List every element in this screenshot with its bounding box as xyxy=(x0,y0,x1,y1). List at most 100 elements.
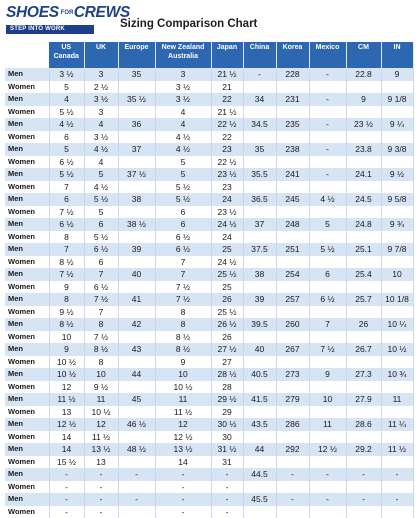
size-cell: 13 xyxy=(84,456,118,469)
size-cell xyxy=(309,156,346,169)
row-label: Men xyxy=(5,93,49,106)
size-cell: 37.5 xyxy=(243,243,276,256)
size-cell: - xyxy=(276,493,309,506)
size-cell: 30 xyxy=(211,431,243,444)
row-label: Men xyxy=(5,268,49,281)
size-cell: - xyxy=(84,468,118,481)
size-cell: 28.6 xyxy=(346,418,381,431)
size-cell: 38 xyxy=(118,193,155,206)
size-cell: - xyxy=(309,468,346,481)
size-cell xyxy=(276,181,309,194)
size-cell: 238 xyxy=(276,143,309,156)
size-cell: 24.1 xyxy=(346,168,381,181)
size-cell: 22.8 xyxy=(346,68,381,81)
row-label: Women xyxy=(5,281,49,294)
header-corner xyxy=(5,42,49,68)
size-cell xyxy=(276,231,309,244)
size-cell: 6 ½ xyxy=(309,293,346,306)
size-cell xyxy=(309,381,346,394)
size-cell: 11 ½ xyxy=(381,443,413,456)
size-cell: 10 xyxy=(381,268,413,281)
size-cell: 29 xyxy=(211,406,243,419)
size-cell xyxy=(381,331,413,344)
size-cell: 8 ½ xyxy=(84,343,118,356)
size-cell xyxy=(309,106,346,119)
size-cell xyxy=(118,206,155,219)
size-cell: 11 ¼ xyxy=(381,418,413,431)
size-cell: 7 xyxy=(84,268,118,281)
size-cell xyxy=(309,406,346,419)
size-cell: 7 xyxy=(49,181,84,194)
logo-wordmark: SHOES FOR CREWS xyxy=(6,3,110,23)
size-cell: 5 ½ xyxy=(155,181,211,194)
size-cell: 41.5 xyxy=(243,393,276,406)
size-cell: 4 xyxy=(84,156,118,169)
size-cell: 5 xyxy=(155,168,211,181)
size-cell: 4 ½ xyxy=(49,118,84,131)
size-cell xyxy=(118,331,155,344)
size-cell: 248 xyxy=(276,218,309,231)
size-cell: 5 xyxy=(49,143,84,156)
size-cell: 41 xyxy=(118,293,155,306)
row-label: Men xyxy=(5,243,49,256)
size-cell xyxy=(243,106,276,119)
size-cell: 36.5 xyxy=(243,193,276,206)
size-cell xyxy=(381,181,413,194)
row-label: Men xyxy=(5,143,49,156)
size-cell xyxy=(309,131,346,144)
size-cell xyxy=(381,456,413,469)
size-cell: - xyxy=(211,506,243,518)
row-label: Women xyxy=(5,406,49,419)
size-cell: 3 ½ xyxy=(84,93,118,106)
size-cell: 286 xyxy=(276,418,309,431)
logo-for: FOR xyxy=(61,10,73,16)
size-cell: - xyxy=(84,493,118,506)
page-title: Sizing Comparison Chart xyxy=(120,18,257,30)
size-cell: - xyxy=(118,493,155,506)
size-cell: - xyxy=(276,468,309,481)
size-cell: 5 ½ xyxy=(84,193,118,206)
size-cell xyxy=(381,206,413,219)
row-label: Women xyxy=(5,181,49,194)
size-cell xyxy=(346,506,381,518)
size-cell xyxy=(243,206,276,219)
size-cell: 3 ½ xyxy=(49,68,84,81)
size-cell: 235 xyxy=(276,118,309,131)
size-cell: 22 ½ xyxy=(211,118,243,131)
size-cell: 5 ½ xyxy=(155,193,211,206)
size-cell xyxy=(243,406,276,419)
size-cell: 43.5 xyxy=(243,418,276,431)
size-cell: 27.3 xyxy=(346,368,381,381)
size-cell xyxy=(346,256,381,269)
size-cell: 36 xyxy=(118,118,155,131)
size-cell: 6 xyxy=(84,218,118,231)
logo-tagline: STEP INTO WORK xyxy=(6,25,94,34)
size-cell: - xyxy=(243,68,276,81)
size-cell: 5 ½ xyxy=(84,231,118,244)
row-label: Men xyxy=(5,393,49,406)
size-cell: - xyxy=(211,493,243,506)
size-cell: 260 xyxy=(276,318,309,331)
column-header: UK xyxy=(84,42,118,68)
size-cell: 13 ½ xyxy=(84,443,118,456)
size-cell: 14 xyxy=(49,431,84,444)
size-cell: 24 ½ xyxy=(211,218,243,231)
size-cell: 45 xyxy=(118,393,155,406)
size-cell xyxy=(346,481,381,494)
row-label: Women xyxy=(5,456,49,469)
column-header: IN xyxy=(381,42,413,68)
size-cell: 40.5 xyxy=(243,368,276,381)
size-cell: 23 xyxy=(211,143,243,156)
size-cell: 6 ½ xyxy=(155,243,211,256)
size-cell: 22 xyxy=(211,131,243,144)
size-cell: 9 xyxy=(309,368,346,381)
size-cell xyxy=(118,406,155,419)
